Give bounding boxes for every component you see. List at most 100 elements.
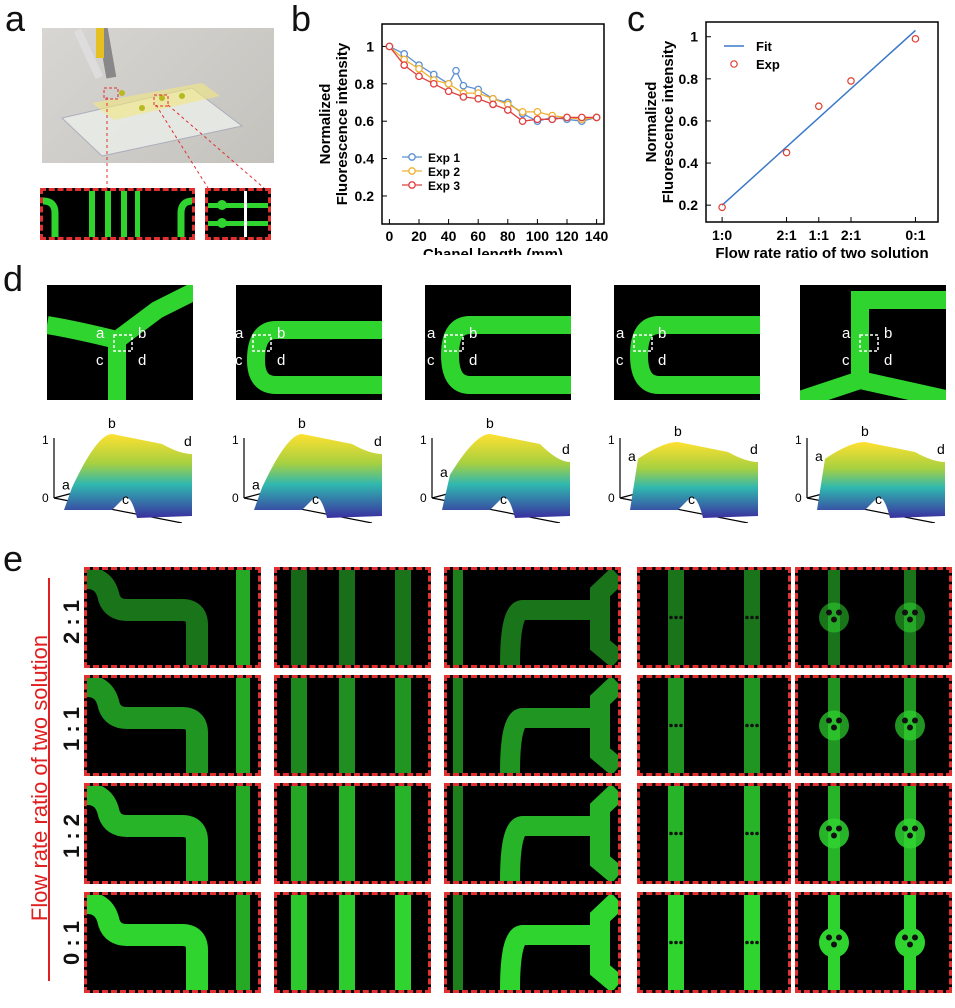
x-axis-label: Chanel length (mm) (423, 246, 563, 255)
dot (831, 616, 837, 623)
data-point (444, 79, 453, 88)
green-channel (395, 678, 411, 773)
channel-pattern (291, 895, 411, 990)
z-label-top: 1 (232, 433, 239, 447)
green-channel (236, 678, 250, 773)
zoom-guide-lines (106, 97, 265, 189)
y-tick-label: 0.2 (355, 188, 375, 204)
green-channel (291, 895, 307, 990)
y-axis-label-line1: Normalized (317, 84, 334, 165)
x-tick-label: 1:1 (809, 227, 829, 243)
micrograph-r1-c2 (274, 567, 431, 668)
data-point (459, 81, 468, 90)
roi-label-d: d (658, 352, 666, 369)
legend-exp-label: Exp (756, 57, 780, 72)
dot (826, 717, 832, 724)
surface-label-d: d (750, 441, 758, 457)
green-channel (236, 786, 250, 881)
surface-label-b: b (674, 423, 682, 439)
dot (745, 615, 749, 620)
roi-label-c: c (427, 352, 435, 369)
roi-label-c: c (236, 352, 243, 369)
surface-label-b: b (298, 418, 306, 431)
data-point (444, 87, 453, 96)
data-point (563, 113, 571, 122)
legend-marker (408, 167, 416, 175)
surface-label-a: a (440, 464, 448, 480)
data-point (459, 93, 468, 101)
series-line-3 (388, 46, 597, 122)
panel-label-b: b (291, 0, 312, 39)
x-tick-label: 60 (470, 228, 486, 244)
z-label-top: 1 (42, 433, 49, 447)
dot (907, 832, 913, 839)
green-channel (440, 316, 571, 394)
dot (669, 831, 673, 836)
green-channel (236, 570, 250, 665)
roi-label-d: d (469, 352, 477, 369)
roi-label-b: b (658, 325, 666, 342)
legend-label: Exp 3 (428, 179, 460, 193)
data-point (452, 66, 460, 75)
dot (836, 717, 842, 724)
channel-pattern (43, 191, 192, 237)
surface-plot-2: 1 0a b c d (232, 418, 382, 523)
legend-label: Exp 1 (428, 151, 460, 165)
data-point (592, 113, 601, 122)
micrograph-r4-c4 (637, 892, 791, 993)
zoom-micrograph-2 (205, 188, 271, 240)
dot (679, 940, 683, 945)
chart-c: 1:0 2:1 1:1 2:1 0:1 0.2 0.4 0.6 0.8 1 Flow rate ra… (643, 21, 939, 258)
micrograph-drawing: a b c d (616, 316, 760, 394)
dot (907, 941, 913, 948)
surface-plot-4: 1 0 a b c d (608, 423, 758, 523)
micrograph-r3-c4 (637, 783, 791, 884)
data-point (548, 115, 557, 124)
channel-pattern (291, 678, 411, 773)
z-label-top: 1 (420, 433, 427, 447)
green-channel (291, 786, 307, 881)
micrograph-drawing: a b c d (800, 291, 946, 400)
row-label-2-1: 2 : 1 (59, 599, 84, 645)
dot (912, 717, 918, 724)
micrograph-3: a b c d (425, 285, 571, 400)
channel-pattern (453, 678, 618, 773)
data-point (533, 108, 542, 116)
data-point (503, 106, 512, 114)
green-channel (291, 570, 307, 665)
zoom-micrograph-1 (40, 188, 195, 240)
z-label-bottom: 0 (42, 491, 49, 505)
row-label-1-2: 1 : 2 (59, 813, 84, 859)
dot (912, 934, 918, 941)
roi-label-b: b (138, 325, 146, 342)
dot (902, 934, 908, 941)
dot (912, 825, 918, 832)
legend-exp-marker (730, 60, 738, 68)
roi-label-c: c (842, 352, 850, 369)
dot (755, 615, 759, 620)
dot (836, 934, 842, 941)
channel-pattern (668, 678, 760, 773)
dot (679, 615, 683, 620)
y-axis-label-line1: Normalized (643, 82, 660, 163)
data-point (518, 108, 527, 116)
dot (674, 940, 678, 945)
x-tick-label: 100 (526, 228, 550, 244)
micrograph-r3-c1 (84, 783, 261, 884)
channel-pattern (453, 786, 618, 881)
dot (907, 616, 913, 623)
y-tick-label: 0.8 (355, 76, 375, 92)
surface-label-c: c (500, 491, 507, 507)
dot (902, 825, 908, 832)
roi-label-a: a (427, 325, 436, 342)
roi-label-b: b (884, 325, 892, 342)
dot (669, 615, 673, 620)
micrograph-drawing: a b c d (236, 321, 382, 394)
channel-pattern (87, 570, 250, 665)
surface (254, 434, 382, 518)
panel-label-c: c (627, 0, 645, 39)
y-tick-label: 1 (690, 29, 698, 45)
surface-label-a: a (815, 448, 823, 464)
surface-label-c: c (312, 491, 319, 507)
dot (831, 724, 837, 731)
